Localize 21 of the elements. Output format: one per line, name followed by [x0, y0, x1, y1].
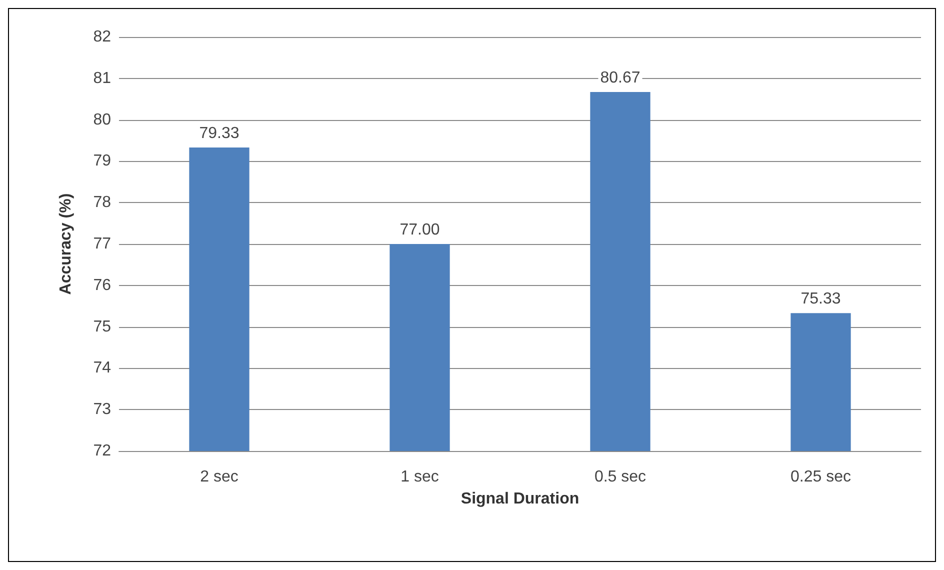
y-tick-label: 74	[93, 360, 112, 377]
data-label: 80.67	[600, 70, 640, 87]
y-axis-title: Accuracy (%)	[58, 193, 74, 295]
y-tick-label: 76	[93, 276, 112, 294]
y-tick-label: 78	[93, 194, 112, 212]
y-tick-label: 73	[93, 401, 112, 418]
data-label: 79.33	[199, 125, 240, 142]
data-label: 75.33	[800, 290, 841, 308]
x-tick-label: 2 sec	[200, 468, 238, 486]
y-tick-label: 77	[93, 236, 112, 252]
y-tick-label: 75	[93, 318, 112, 336]
x-tick-label: 0.25 sec	[790, 468, 851, 486]
y-tick-label: 82	[93, 28, 112, 46]
data-label: 77.00	[400, 222, 440, 238]
y-tick-label: 79	[93, 152, 112, 170]
x-tick-label: 0.5 sec	[594, 468, 646, 486]
x-axis-title: Signal Duration	[460, 490, 580, 508]
x-tick-label: 1 sec	[400, 468, 439, 486]
y-tick-label: 81	[93, 70, 112, 87]
y-tick-label: 72	[93, 442, 112, 460]
y-tick-label: 80	[93, 111, 112, 128]
